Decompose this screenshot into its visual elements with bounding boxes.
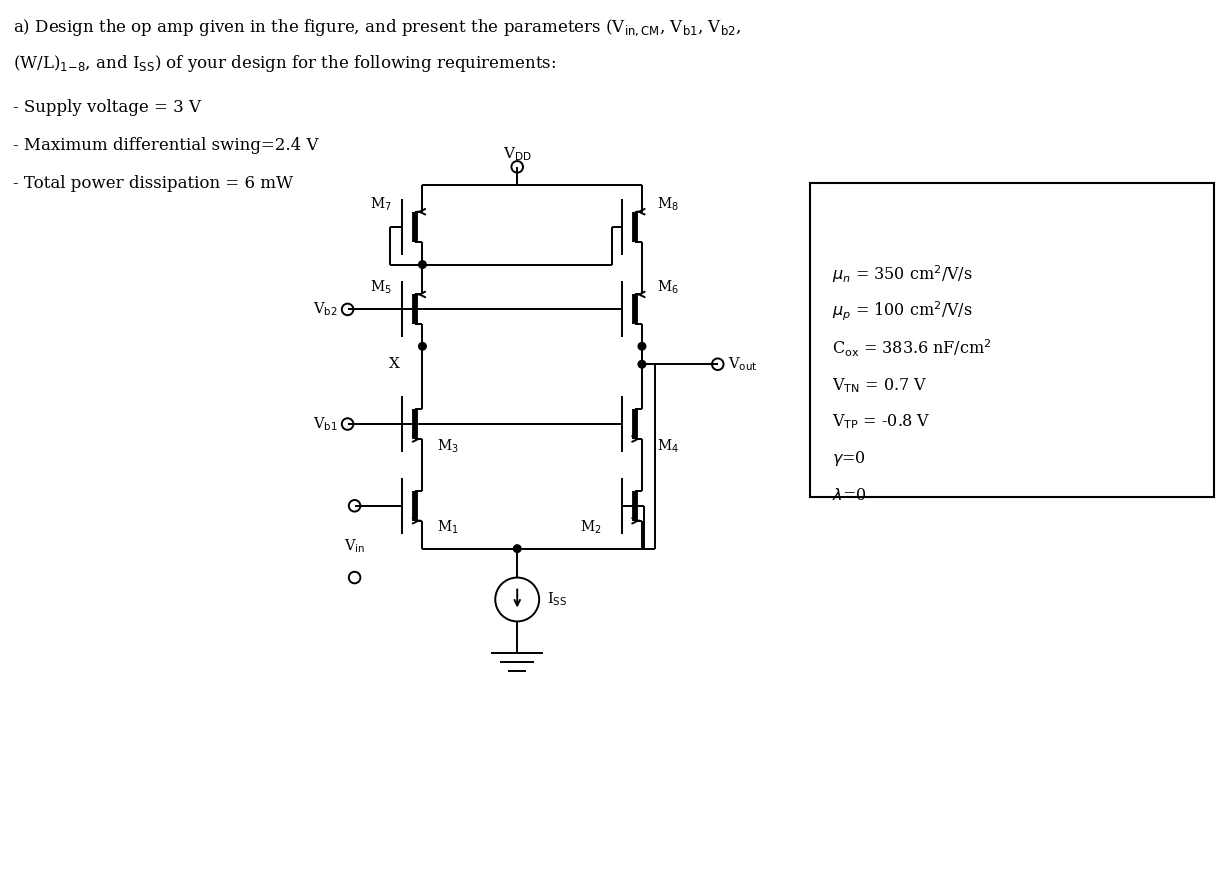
Text: M$_8$: M$_8$ xyxy=(657,196,679,213)
Text: M$_6$: M$_6$ xyxy=(657,279,679,296)
Text: M$_5$: M$_5$ xyxy=(370,279,392,296)
Text: $\gamma$=0: $\gamma$=0 xyxy=(831,449,866,468)
Circle shape xyxy=(513,545,521,552)
Text: C$_{\rm ox}$ = 383.6 nF/cm$^2$: C$_{\rm ox}$ = 383.6 nF/cm$^2$ xyxy=(831,337,991,359)
Text: V$_{\rm DD}$: V$_{\rm DD}$ xyxy=(502,145,532,163)
Text: M$_4$: M$_4$ xyxy=(657,437,679,454)
Circle shape xyxy=(639,360,646,368)
Text: M$_7$: M$_7$ xyxy=(370,196,392,213)
FancyBboxPatch shape xyxy=(809,183,1213,496)
Text: M$_2$: M$_2$ xyxy=(580,519,602,537)
Text: I$_{\rm SS}$: I$_{\rm SS}$ xyxy=(548,591,567,608)
Text: $\mathbf{M_1}$$\mathbf{-}$$\mathbf{M_8}$ $\mathbf{parameters}$: $\mathbf{M_1}$$\mathbf{-}$$\mathbf{M_8}$… xyxy=(922,191,1102,212)
Text: - Maximum differential swing=2.4 V: - Maximum differential swing=2.4 V xyxy=(14,137,319,154)
Text: (W/L)$_{1\rm{-}8}$, and I$_{\rm SS}$) of your design for the following requireme: (W/L)$_{1\rm{-}8}$, and I$_{\rm SS}$) of… xyxy=(14,53,556,74)
Text: M$_3$: M$_3$ xyxy=(437,437,459,454)
Text: V$_{\rm TN}$ = 0.7 V: V$_{\rm TN}$ = 0.7 V xyxy=(831,376,927,394)
Text: V$_{\rm b1}$: V$_{\rm b1}$ xyxy=(313,415,338,433)
Text: V$_{\rm in}$: V$_{\rm in}$ xyxy=(344,538,365,555)
Circle shape xyxy=(419,260,426,268)
Text: - Total power dissipation = 6 mW: - Total power dissipation = 6 mW xyxy=(14,175,293,191)
Text: M$_1$: M$_1$ xyxy=(437,519,459,537)
Text: V$_{\rm b2}$: V$_{\rm b2}$ xyxy=(313,301,338,318)
Text: $\mu_n$ = 350 cm$^2$/V/s: $\mu_n$ = 350 cm$^2$/V/s xyxy=(831,264,973,286)
Circle shape xyxy=(639,343,646,350)
Text: $\lambda$=0: $\lambda$=0 xyxy=(831,488,866,504)
Text: X: X xyxy=(389,357,400,371)
Text: V$_{\rm TP}$ = -0.8 V: V$_{\rm TP}$ = -0.8 V xyxy=(831,413,930,432)
Text: $\mu_p$ = 100 cm$^2$/V/s: $\mu_p$ = 100 cm$^2$/V/s xyxy=(831,300,973,323)
Circle shape xyxy=(419,343,426,350)
Text: V$_{\rm out}$: V$_{\rm out}$ xyxy=(728,356,758,373)
Text: a) Design the op amp given in the figure, and present the parameters (V$_{\rm in: a) Design the op amp given in the figure… xyxy=(14,17,742,38)
Text: - Supply voltage = 3 V: - Supply voltage = 3 V xyxy=(14,99,201,116)
